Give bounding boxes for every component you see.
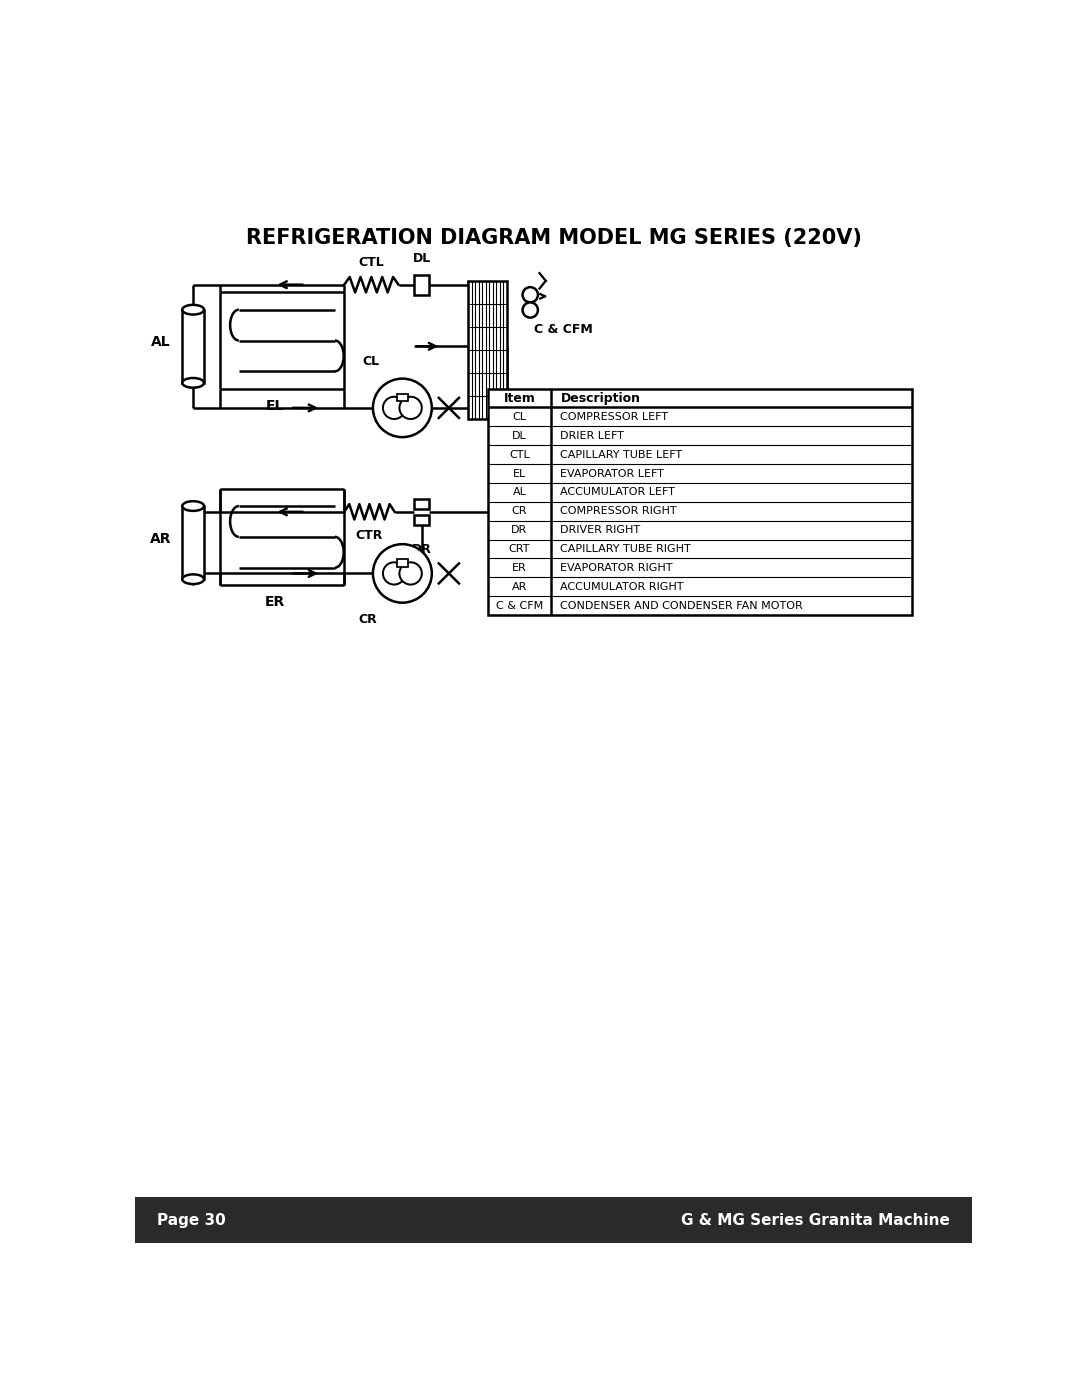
Text: CAPILLARY TUBE RIGHT: CAPILLARY TUBE RIGHT <box>561 543 691 555</box>
Text: Page 30: Page 30 <box>157 1213 226 1228</box>
Text: C & CFM: C & CFM <box>496 601 543 610</box>
Text: DL: DL <box>413 253 431 265</box>
Text: AL: AL <box>513 488 526 497</box>
Bar <box>135 1197 972 1243</box>
Text: CL: CL <box>512 412 526 422</box>
Bar <box>397 394 408 401</box>
Text: AR: AR <box>150 532 172 546</box>
Bar <box>488 388 912 615</box>
Text: CONDENSER AND CONDENSER FAN MOTOR: CONDENSER AND CONDENSER FAN MOTOR <box>561 601 804 610</box>
Text: ER: ER <box>512 563 527 573</box>
Text: Description: Description <box>561 391 640 405</box>
Text: COMPRESSOR RIGHT: COMPRESSOR RIGHT <box>561 506 677 517</box>
Text: CTL: CTL <box>359 256 384 270</box>
Bar <box>415 499 429 509</box>
Circle shape <box>373 545 432 602</box>
Bar <box>183 310 204 383</box>
Circle shape <box>400 397 422 419</box>
Text: EVAPORATOR RIGHT: EVAPORATOR RIGHT <box>561 563 673 573</box>
Text: CAPILLARY TUBE LEFT: CAPILLARY TUBE LEFT <box>561 450 683 460</box>
Circle shape <box>383 563 405 584</box>
Text: CR: CR <box>512 506 527 517</box>
Text: CTR: CTR <box>355 529 383 542</box>
Circle shape <box>523 288 538 302</box>
Text: ER: ER <box>265 595 285 609</box>
Circle shape <box>523 302 538 317</box>
Text: G & MG Series Granita Machine: G & MG Series Granita Machine <box>681 1213 950 1228</box>
Bar <box>469 281 507 419</box>
Text: C & CFM: C & CFM <box>535 323 593 335</box>
Bar <box>397 559 408 567</box>
Text: DR: DR <box>411 542 432 556</box>
Text: AR: AR <box>512 581 527 592</box>
Text: REFRIGERATION DIAGRAM MODEL MG SERIES (220V): REFRIGERATION DIAGRAM MODEL MG SERIES (2… <box>245 229 862 249</box>
Text: EVAPORATOR LEFT: EVAPORATOR LEFT <box>561 468 664 479</box>
Ellipse shape <box>183 574 204 584</box>
Text: EL: EL <box>266 398 284 412</box>
Ellipse shape <box>183 502 204 511</box>
Text: DL: DL <box>512 430 527 441</box>
Text: AL: AL <box>151 335 171 349</box>
Text: ACCUMULATOR RIGHT: ACCUMULATOR RIGHT <box>561 581 684 592</box>
Bar <box>415 514 429 524</box>
Text: COMPRESSOR LEFT: COMPRESSOR LEFT <box>561 412 669 422</box>
Bar <box>415 275 429 295</box>
Bar <box>183 506 204 580</box>
Circle shape <box>383 397 405 419</box>
Text: CTL: CTL <box>509 450 530 460</box>
Text: EL: EL <box>513 468 526 479</box>
Circle shape <box>373 379 432 437</box>
Text: CL: CL <box>363 355 380 367</box>
Text: DRIER LEFT: DRIER LEFT <box>561 430 624 441</box>
Circle shape <box>400 563 422 584</box>
Text: DR: DR <box>511 525 527 535</box>
Text: CRT: CRT <box>509 543 530 555</box>
Text: DRIVER RIGHT: DRIVER RIGHT <box>561 525 640 535</box>
Text: ACCUMULATOR LEFT: ACCUMULATOR LEFT <box>561 488 675 497</box>
Text: CR: CR <box>359 613 377 626</box>
Text: Item: Item <box>503 391 536 405</box>
Ellipse shape <box>183 379 204 388</box>
Ellipse shape <box>183 305 204 314</box>
